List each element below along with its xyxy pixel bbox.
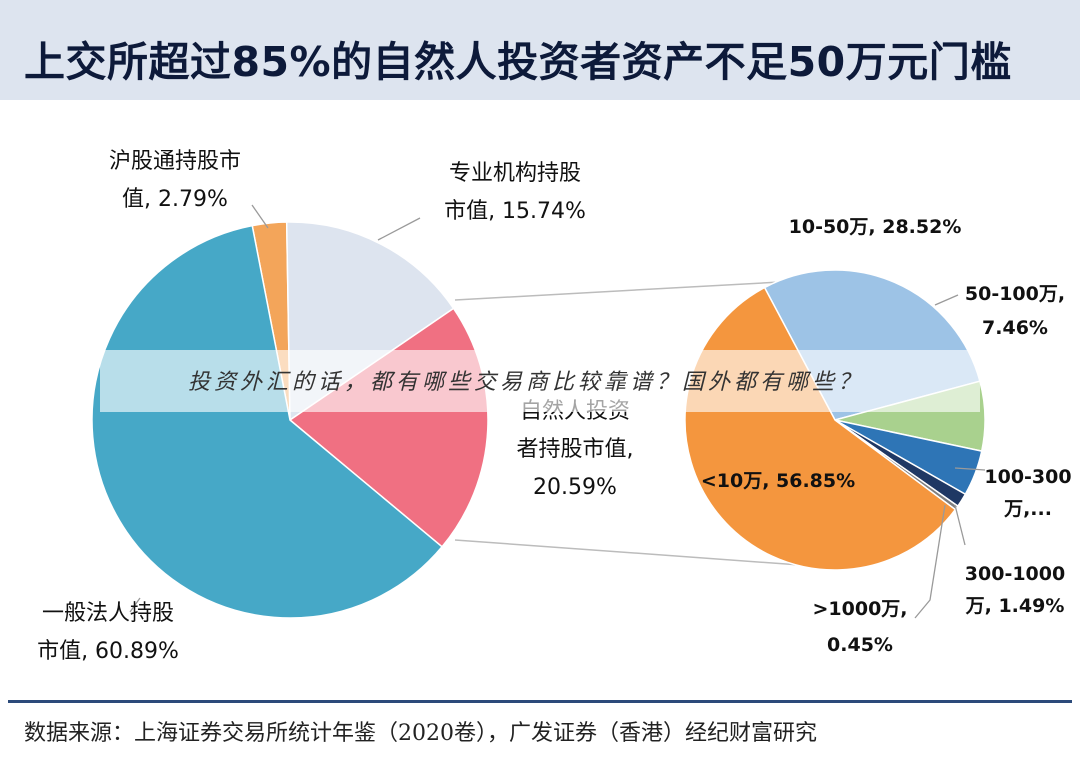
label-natural-person-line-1: 者持股市值, [517, 437, 634, 462]
leader-general [129, 597, 141, 613]
leader-100-300 [954, 467, 986, 471]
title-bar: 上交所超过85%的自然人投资者资产不足50万元门槛 [0, 0, 1080, 100]
label-100-300-line-0: 100-300 [984, 466, 1071, 488]
leader-300-1000 [954, 504, 966, 546]
label-hugutong-line-0: 沪股通持股市 [109, 149, 241, 174]
label-institution-line-0: 专业机构持股 [449, 161, 581, 186]
leader-50-100 [934, 294, 959, 306]
source-note: 数据来源：上海证券交易所统计年鉴（2020卷），广发证券（香港）经纪财富研究 [24, 721, 817, 746]
label-institution-line-1: 市值, 15.74% [444, 199, 586, 224]
label-50-100-line-1: 7.46% [982, 317, 1048, 339]
label-10-50-line-0: 10-50万, 28.52% [789, 216, 962, 238]
label-lt10-line-0: <10万, 56.85% [701, 470, 855, 492]
label-gt1000-line-0: >1000万, [812, 598, 907, 620]
label-general-corp-line-1: 市值, 60.89% [37, 639, 179, 664]
label-50-100-line-0: 50-100万, [965, 283, 1065, 305]
leader-institution [377, 217, 421, 241]
banner-text: 投资外汇的话，都有哪些交易商比较靠谱？国外都有哪些？ [188, 370, 865, 395]
label-100-300-line-1: 万,... [1003, 498, 1052, 520]
connector-line-top [454, 281, 781, 301]
pie1-slice-3 [91, 224, 444, 619]
label-gt1000-line-1: 0.45% [827, 634, 893, 656]
connector-line-bottom [454, 539, 801, 566]
footer-divider [8, 700, 1072, 703]
label-300-1000-line-1: 万, 1.49% [965, 595, 1065, 617]
label-hugutong-line-1: 值, 2.79% [122, 187, 228, 212]
label-natural-person-line-2: 20.59% [533, 475, 617, 500]
label-300-1000-line-0: 300-1000 [965, 563, 1065, 585]
leader-gt1000 [914, 504, 946, 619]
label-general-corp-line-0: 一般法人持股 [42, 601, 174, 626]
overlay-banner [100, 350, 980, 412]
chart-title: 上交所超过85%的自然人投资者资产不足50万元门槛 [24, 38, 1012, 86]
leader-hugutong [251, 204, 269, 229]
